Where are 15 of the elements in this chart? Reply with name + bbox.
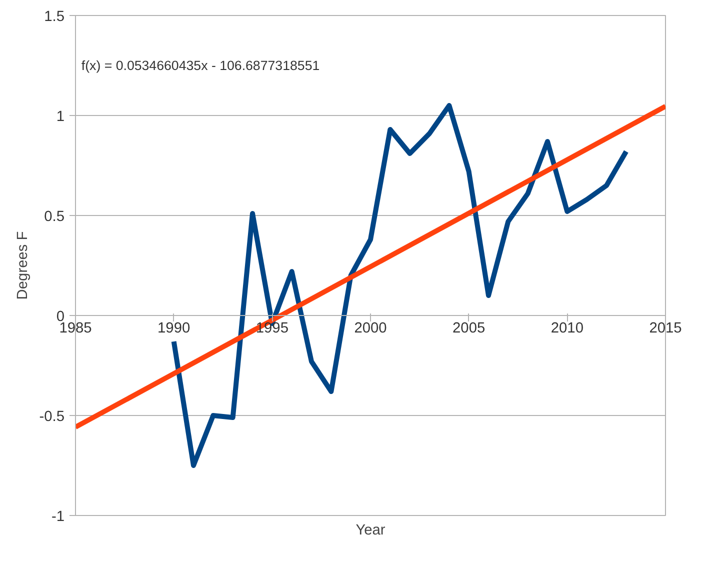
- x-tick-label: 2005: [452, 320, 486, 336]
- x-tick-label: 2010: [550, 320, 584, 336]
- y-tick-label: -0.5: [39, 409, 65, 425]
- y-tick-label: 0.5: [44, 209, 64, 225]
- x-tick-label: 1995: [256, 320, 288, 336]
- annotation: f(x) = 0.0534660435x - 106.6877318551: [81, 58, 320, 73]
- x-axis-title: Year: [356, 522, 386, 538]
- y-tick-label: 1.5: [44, 9, 64, 25]
- x-tick-label: 1990: [158, 320, 190, 336]
- y-axis-title: Degrees F: [15, 231, 32, 300]
- x-tick-label: 2000: [354, 320, 387, 336]
- x-tick-label: 1985: [59, 320, 92, 336]
- y-tick-label: -1: [51, 509, 65, 525]
- x-tick-label: 2015: [649, 320, 682, 336]
- y-tick-label: 1: [56, 109, 65, 125]
